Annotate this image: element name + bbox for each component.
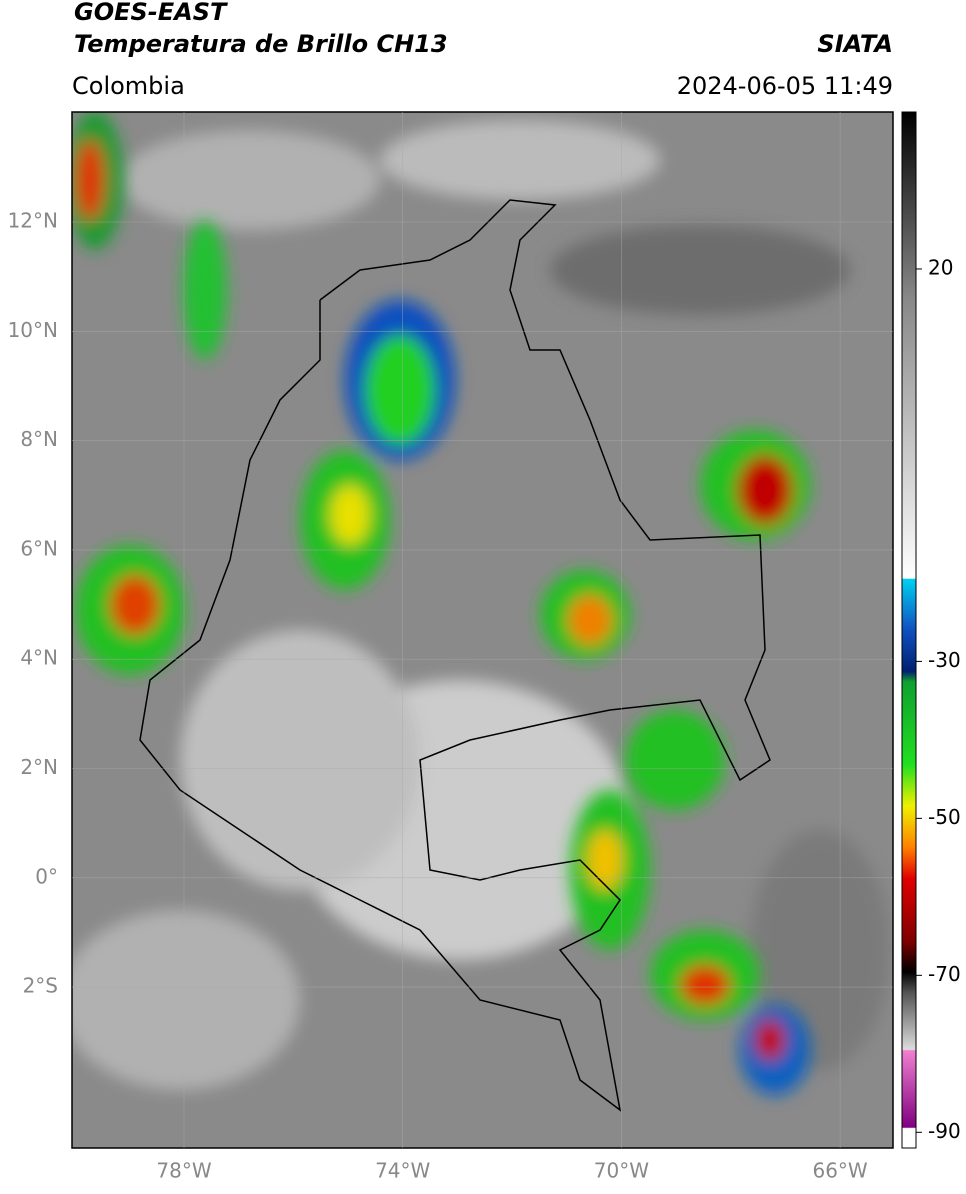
lat-label: 2°N bbox=[20, 755, 58, 779]
lat-label: 6°N bbox=[20, 536, 58, 560]
lat-label: 8°N bbox=[20, 427, 58, 451]
lat-label: 4°N bbox=[20, 646, 58, 670]
lat-label: 12°N bbox=[8, 209, 58, 233]
lon-label: 74°W bbox=[375, 1159, 430, 1183]
lat-label: 0° bbox=[35, 864, 58, 888]
satellite-image bbox=[72, 112, 893, 1148]
map-frame bbox=[71, 111, 894, 1149]
region: Colombia bbox=[72, 72, 185, 100]
subtitle: Temperatura de Brillo CH13 bbox=[74, 30, 448, 58]
colorbar-tick-label: 20 bbox=[928, 255, 953, 279]
colorbar bbox=[901, 111, 917, 1149]
colorbar-tick-label: -50 bbox=[928, 805, 961, 829]
lon-label: 78°W bbox=[156, 1159, 211, 1183]
colorbar-tick-label: -70 bbox=[928, 962, 961, 986]
colorbar-tick-label: -90 bbox=[928, 1119, 961, 1143]
colorbar-tick-label: -30 bbox=[928, 648, 961, 672]
lat-label: 10°N bbox=[8, 318, 58, 342]
source: SIATA bbox=[817, 30, 893, 58]
timestamp: 2024-06-05 11:49 bbox=[677, 72, 893, 100]
lon-label: 70°W bbox=[594, 1159, 649, 1183]
lat-label: 2°S bbox=[23, 974, 58, 998]
lon-label: 66°W bbox=[812, 1159, 867, 1183]
title: GOES-EAST bbox=[74, 0, 228, 26]
